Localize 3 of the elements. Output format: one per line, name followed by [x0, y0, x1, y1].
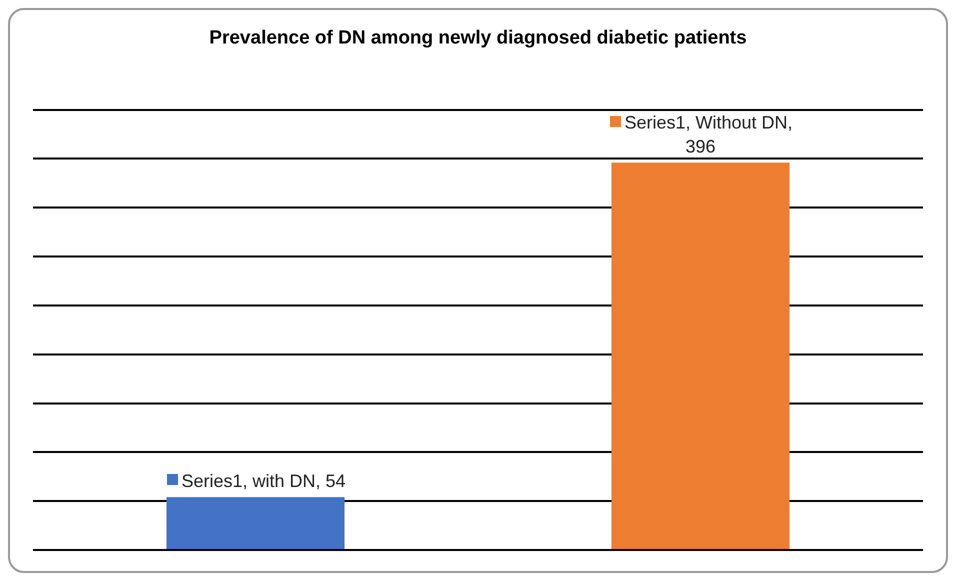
- data-label: Series1, Without DN, 396: [624, 112, 793, 157]
- chart-title: Prevalence of DN among newly diagnosed diabetic patients: [209, 28, 747, 49]
- data-label: Series1, with DN, 54: [181, 471, 346, 492]
